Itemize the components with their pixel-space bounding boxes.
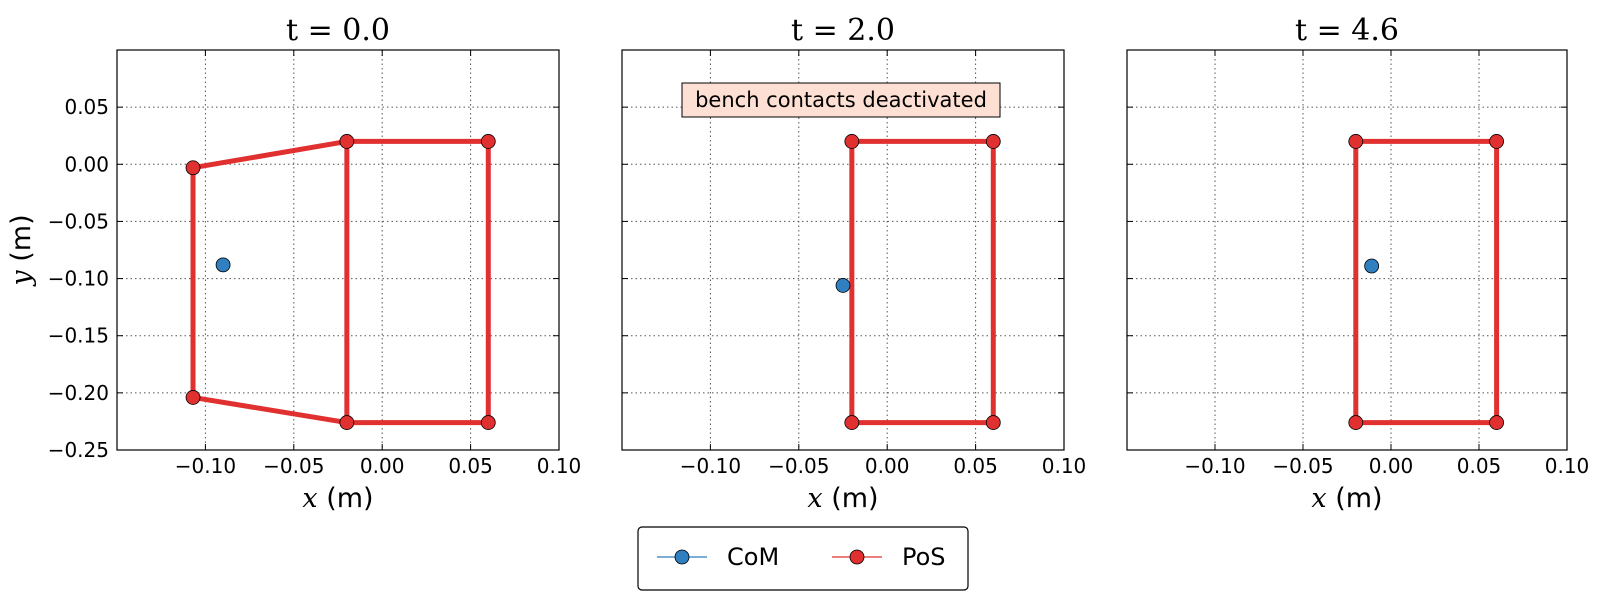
pos-vertex xyxy=(185,390,201,405)
y-tick-label: −0.10 xyxy=(48,267,109,291)
x-tick-label: 0.00 xyxy=(1369,454,1414,478)
y-tick-label: −0.25 xyxy=(48,438,109,462)
legend-frame xyxy=(637,526,969,591)
pos-polygon xyxy=(1353,138,1500,426)
pos-vertex xyxy=(1348,134,1364,149)
x-tick-label: 0.00 xyxy=(865,454,910,478)
panel-1: t = 0.0 −0.10 −0.05 0.00 0.05 0.10 0.05 0.00 −0.… xyxy=(6,13,581,514)
y-tick-label: 0.05 xyxy=(64,95,109,119)
panels: t = 0.0 −0.10 −0.05 0.00 0.05 0.10 0.05 0.00 −0.… xyxy=(6,13,1589,514)
x-axis-label: x (m) xyxy=(1311,483,1382,514)
x-tick-label: −0.10 xyxy=(175,454,236,478)
com-point xyxy=(835,278,851,293)
x-tick-label: −0.05 xyxy=(1272,454,1333,478)
y-tick-label: −0.05 xyxy=(48,209,109,233)
pos-vertex xyxy=(985,415,1001,430)
legend-com-marker xyxy=(674,549,690,565)
pos-polygon xyxy=(849,138,996,426)
com-point xyxy=(215,257,231,273)
x-tick-label: 0.10 xyxy=(1545,454,1590,478)
pos-vertex xyxy=(844,415,860,430)
panel-title: t = 0.0 xyxy=(286,13,390,48)
x-tick-label: −0.05 xyxy=(263,454,324,478)
pos-vertex xyxy=(480,134,496,149)
legend-pos-marker xyxy=(849,549,865,565)
x-tick-label: −0.10 xyxy=(1184,454,1245,478)
pos-vertex xyxy=(339,415,355,430)
y-tick-label: −0.15 xyxy=(48,324,109,348)
panel-title: t = 4.6 xyxy=(1295,13,1399,48)
annotation-text: bench contacts deactivated xyxy=(695,88,987,112)
x-axis-label: x (m) xyxy=(302,483,373,514)
legend-pos-label: PoS xyxy=(902,543,946,571)
x-tick-label: −0.05 xyxy=(768,454,829,478)
x-tick-label: 0.10 xyxy=(1042,454,1087,478)
x-tick-label: 0.05 xyxy=(1457,454,1502,478)
panel-title: t = 2.0 xyxy=(791,13,895,48)
pos-polygon xyxy=(190,138,491,426)
x-tick-label: 0.00 xyxy=(360,454,405,478)
x-tick-label: −0.10 xyxy=(680,454,741,478)
x-tick-label: 0.05 xyxy=(953,454,998,478)
pos-vertex xyxy=(1489,415,1504,430)
pos-vertex xyxy=(844,134,860,149)
pos-vertex xyxy=(1348,415,1364,430)
pos-vertex xyxy=(185,160,201,176)
x-tick-label: 0.10 xyxy=(537,454,582,478)
y-axis-label: y (m) xyxy=(6,214,37,286)
panel-3: t = 4.6 −0.10 −0.05 0.00 0.05 0.10 x (m) xyxy=(1126,13,1590,514)
x-axis-label: x (m) xyxy=(807,483,878,514)
pos-vertex xyxy=(339,134,355,149)
pos-vertex xyxy=(480,415,496,430)
panel-2: t = 2.0 −0.10 −0.05 0.00 0.05 0.10 x (m) bench … xyxy=(621,13,1087,514)
plot-frame xyxy=(1126,49,1568,451)
y-tick-label: 0.00 xyxy=(64,152,109,176)
plot-frame xyxy=(116,49,560,451)
x-tick-label: 0.05 xyxy=(448,454,493,478)
plot-frame xyxy=(621,49,1065,451)
legend: CoM PoS xyxy=(637,526,969,591)
y-tick-label: −0.20 xyxy=(48,381,109,405)
annotation-box xyxy=(681,82,1001,118)
legend-com-label: CoM xyxy=(727,543,779,571)
pos-vertex xyxy=(1489,134,1504,149)
pos-vertex xyxy=(985,134,1001,149)
com-point xyxy=(1364,258,1380,274)
